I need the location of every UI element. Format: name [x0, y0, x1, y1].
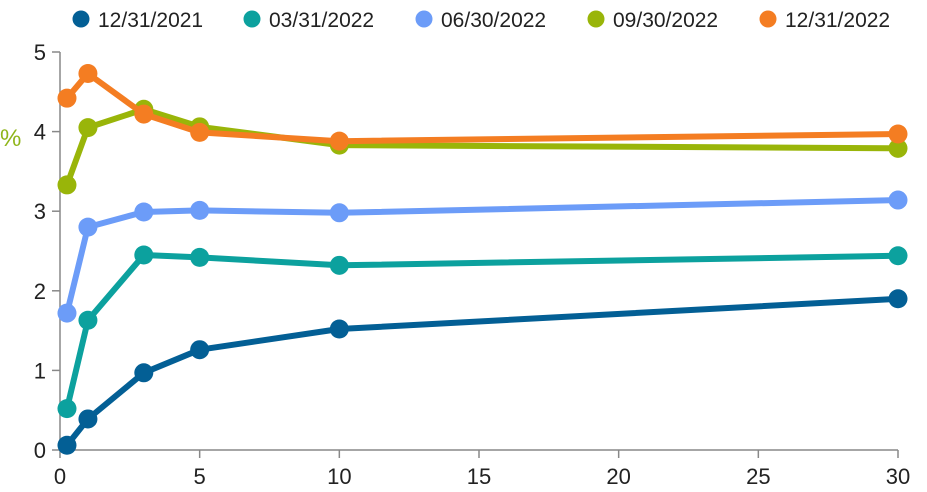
data-point	[78, 310, 98, 330]
x-tick-label: 10	[327, 464, 351, 489]
data-point	[888, 289, 908, 309]
legend: 12/31/2021 03/31/2022 06/30/2022 09/30/2022…	[72, 9, 890, 32]
legend-item: 12/31/2021	[72, 9, 203, 32]
data-point	[57, 399, 77, 419]
legend-label: 12/31/2021	[98, 9, 203, 32]
y-axis-label: %	[0, 125, 21, 152]
data-point	[134, 202, 154, 222]
data-point	[888, 190, 908, 210]
axes: 0 1 2 3 4 5 0 5 10 15 20 25 30 %	[0, 40, 910, 489]
legend-marker	[72, 10, 90, 28]
y-ticks: 0 1 2 3 4 5	[34, 40, 60, 463]
y-tick-label: 0	[34, 438, 46, 463]
series-line	[64, 252, 901, 412]
data-point	[888, 246, 908, 266]
series-4	[57, 99, 908, 195]
data-point	[134, 104, 154, 124]
series-2	[57, 245, 908, 419]
data-point	[329, 131, 349, 151]
data-point	[888, 138, 908, 158]
legend-marker	[587, 10, 605, 28]
data-point	[190, 200, 210, 220]
x-tick-label: 5	[194, 464, 206, 489]
series-group	[57, 63, 908, 455]
y-tick-label: 4	[34, 120, 46, 145]
y-tick-label: 3	[34, 199, 46, 224]
series-line	[64, 295, 901, 449]
series-line	[64, 106, 901, 188]
y-tick-label: 5	[34, 40, 46, 65]
data-point	[57, 303, 77, 323]
x-tick-label: 30	[886, 464, 910, 489]
y-tick-label: 1	[34, 358, 46, 383]
data-point	[329, 255, 349, 275]
x-tick-label: 25	[746, 464, 770, 489]
series-1	[57, 289, 908, 455]
x-ticks: 0 5 10 15 20 25 30	[54, 450, 910, 489]
data-point	[78, 217, 98, 237]
legend-marker	[415, 10, 433, 28]
x-tick-label: 0	[54, 464, 66, 489]
series-3	[57, 190, 908, 323]
data-point	[190, 247, 210, 267]
x-tick-label: 15	[467, 464, 491, 489]
legend-item: 03/31/2022	[243, 9, 374, 32]
legend-label: 09/30/2022	[613, 9, 718, 32]
data-point	[134, 363, 154, 383]
data-point	[190, 122, 210, 142]
legend-item: 12/31/2022	[759, 9, 890, 32]
legend-item: 09/30/2022	[587, 9, 718, 32]
legend-marker	[243, 10, 261, 28]
y-tick-label: 2	[34, 279, 46, 304]
data-point	[78, 409, 98, 429]
data-point	[190, 340, 210, 360]
series-5	[57, 63, 908, 151]
legend-label: 06/30/2022	[441, 9, 546, 32]
data-point	[57, 435, 77, 455]
data-point	[329, 203, 349, 223]
data-point	[134, 245, 154, 265]
legend-item: 06/30/2022	[415, 9, 546, 32]
legend-label: 03/31/2022	[269, 9, 374, 32]
legend-marker	[759, 10, 777, 28]
data-point	[888, 124, 908, 144]
data-point	[78, 118, 98, 138]
data-point	[57, 175, 77, 195]
legend-label: 12/31/2022	[785, 9, 890, 32]
x-tick-label: 20	[606, 464, 630, 489]
series-line	[64, 197, 901, 317]
data-point	[329, 319, 349, 339]
data-point	[78, 63, 98, 83]
data-point	[57, 88, 77, 108]
